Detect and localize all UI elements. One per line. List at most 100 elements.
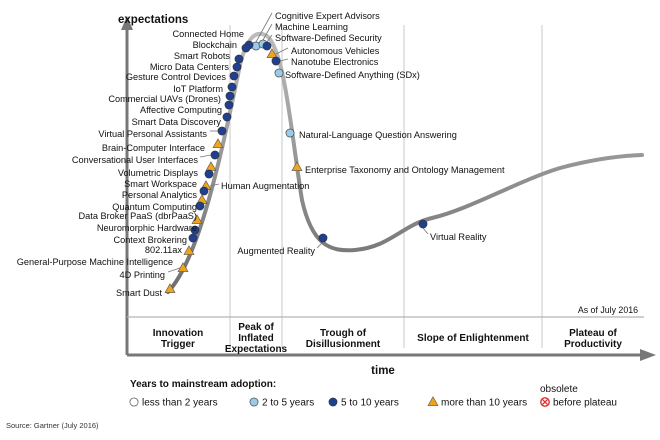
- hype-curve: [166, 31, 644, 294]
- marker-brain-computer-interface: [212, 138, 224, 148]
- tech-label-software-defined-anything-sdx: Software-Defined Anything (SDx): [285, 70, 420, 80]
- tech-label-blockchain: Blockchain: [193, 40, 237, 50]
- tech-label-data-broker-paas-dbrpaas: Data Broker PaaS (dbrPaaS): [79, 211, 197, 221]
- legend-title: Years to mainstream adoption:: [130, 379, 276, 390]
- marker-smart-dust: [164, 283, 176, 293]
- marker-software-defined-security: [262, 41, 272, 51]
- marker-nanotube-electronics: [271, 56, 281, 66]
- legend-label-less-than-2-years: less than 2 years: [142, 398, 218, 409]
- tech-label-cognitive-expert-advisors: Cognitive Expert Advisors: [275, 11, 380, 21]
- marker-autonomous-vehicles: [266, 48, 278, 58]
- leader-line-machine-learning: [262, 23, 273, 41]
- legend-marker-less-than-2-years: [129, 397, 139, 407]
- leader-line-augmented-reality: [316, 241, 324, 249]
- leader-line-virtual-reality: [422, 227, 429, 235]
- tech-label-natural-language-question-answering: Natural-Language Question Answering: [299, 130, 457, 140]
- tech-label-smart-dust: Smart Dust: [116, 288, 162, 298]
- tech-label-micro-data-centers: Micro Data Centers: [150, 62, 230, 72]
- marker-augmented-reality: [318, 233, 328, 243]
- tech-label-augmented-reality: Augmented Reality: [237, 246, 315, 256]
- tech-label-virtual-reality: Virtual Reality: [430, 232, 487, 242]
- marker-commercial-uavs-drones: [225, 91, 235, 101]
- axes: [121, 16, 656, 361]
- marker-4d-printing: [177, 262, 189, 272]
- tech-label-4d-printing: 4D Printing: [120, 270, 165, 280]
- tech-label-connected-home: Connected Home: [173, 29, 245, 39]
- tech-label-commercial-uavs-drones: Commercial UAVs (Drones): [108, 94, 221, 104]
- marker-enterprise-taxonomy-and-ontology-management: [291, 161, 303, 171]
- legend-marker-5-to-10-years: [328, 397, 338, 407]
- x-axis-label: time: [371, 365, 395, 377]
- tech-label-802-11ax: 802.11ax: [145, 245, 183, 255]
- phase-label-1-line-2: Trigger: [161, 339, 195, 350]
- tech-label-virtual-personal-assistants: Virtual Personal Assistants: [98, 129, 207, 139]
- legend: Years to mainstream adoption: less than …: [129, 379, 617, 409]
- tech-label-neuromorphic-hardware: Neuromorphic Hardware: [97, 223, 197, 233]
- tech-label-brain-computer-interface: Brain-Computer Interface: [102, 143, 205, 153]
- leader-line-autonomous-vehicles: [275, 47, 289, 55]
- marker-general-purpose-machine-intelligence: [183, 245, 195, 255]
- marker-software-defined-anything-sdx: [274, 68, 284, 78]
- legend-label-obsolete-before-plateau-2: before plateau: [553, 398, 617, 409]
- tech-label-conversational-user-interfaces: Conversational User Interfaces: [72, 155, 199, 165]
- plot-area: [127, 25, 644, 317]
- tech-label-general-purpose-machine-intelligence: General-Purpose Machine Intelligence: [17, 257, 173, 267]
- phase-label-1-line-1: Innovation: [153, 328, 204, 339]
- marker-micro-data-centers: [232, 62, 242, 72]
- marker-smart-robots: [234, 54, 244, 64]
- leader-line-nanotube-electronics: [279, 58, 289, 62]
- legend-label-5-to-10-years: 5 to 10 years: [341, 398, 399, 409]
- phase-label-2-line-1: Peak of: [238, 322, 274, 333]
- tech-label-smart-robots: Smart Robots: [174, 51, 231, 61]
- as-of-date: As of July 2016: [578, 305, 638, 315]
- legend-label-2-to-5-years: 2 to 5 years: [262, 398, 314, 409]
- marker-802-11ax: [188, 233, 198, 243]
- marker-blockchain: [241, 43, 251, 53]
- tech-label-quantum-computing: Quantum Computing: [112, 202, 197, 212]
- marker-neuromorphic-hardware: [191, 214, 203, 224]
- legend-marker-obsolete-before-plateau: [540, 397, 550, 407]
- tech-label-affective-computing: Affective Computing: [140, 105, 222, 115]
- phase-label-3-line-1: Trough of: [320, 328, 367, 339]
- leader-line-software-defined-security: [266, 34, 273, 43]
- technology-markers: [164, 39, 428, 293]
- tech-label-gesture-control-devices: Gesture Control Devices: [126, 72, 226, 82]
- phase-label-5-line-1: Plateau of: [569, 328, 617, 339]
- phase-label-3-line-2: Disillusionment: [306, 339, 381, 350]
- leader-line-4d-printing: [167, 267, 181, 273]
- phase-label-2-line-2: Inflated: [238, 333, 274, 344]
- legend-marker-2-to-5-years: [249, 397, 259, 407]
- tech-label-autonomous-vehicles: Autonomous Vehicles: [291, 46, 380, 56]
- marker-personal-analytics: [199, 186, 209, 196]
- tech-label-nanotube-electronics: Nanotube Electronics: [291, 57, 379, 67]
- tech-label-smart-data-discovery: Smart Data Discovery: [132, 117, 222, 127]
- tech-label-context-brokering: Context Brokering: [113, 235, 187, 245]
- marker-affective-computing: [224, 100, 234, 110]
- marker-conversational-user-interfaces: [210, 150, 220, 160]
- tech-label-personal-analytics: Personal Analytics: [122, 190, 197, 200]
- legend-marker-more-than-10-years: [427, 396, 439, 406]
- marker-natural-language-question-answering: [285, 128, 295, 138]
- tech-label-volumetric-displays: Volumetric Displays: [118, 168, 199, 178]
- marker-data-broker-paas-dbrpaas: [195, 201, 205, 211]
- y-axis-label: expectations: [118, 14, 188, 26]
- tech-label-machine-learning: Machine Learning: [275, 22, 348, 32]
- source-note: Source: Gartner (July 2016): [6, 421, 99, 430]
- leader-line-cognitive-expert-advisors: [255, 12, 273, 43]
- leader-line-human-augmentation: [209, 183, 220, 187]
- tech-label-software-defined-security: Software-Defined Security: [275, 33, 382, 43]
- tech-label-human-augmentation: Human Augmentation: [221, 181, 309, 191]
- marker-gesture-control-devices: [229, 71, 239, 81]
- marker-smart-data-discovery: [222, 112, 232, 122]
- leader-line-conversational-user-interfaces: [199, 154, 212, 158]
- legend-label-more-than-10-years: more than 10 years: [441, 398, 527, 409]
- tech-label-smart-workspace: Smart Workspace: [124, 179, 197, 189]
- phase-label-5-line-2: Productivity: [564, 339, 622, 350]
- marker-virtual-personal-assistants: [217, 126, 227, 136]
- legend-label-obsolete-before-plateau-1: obsolete: [540, 384, 578, 395]
- phase-label-2-line-3: Expectations: [225, 344, 288, 355]
- marker-virtual-reality: [418, 219, 428, 229]
